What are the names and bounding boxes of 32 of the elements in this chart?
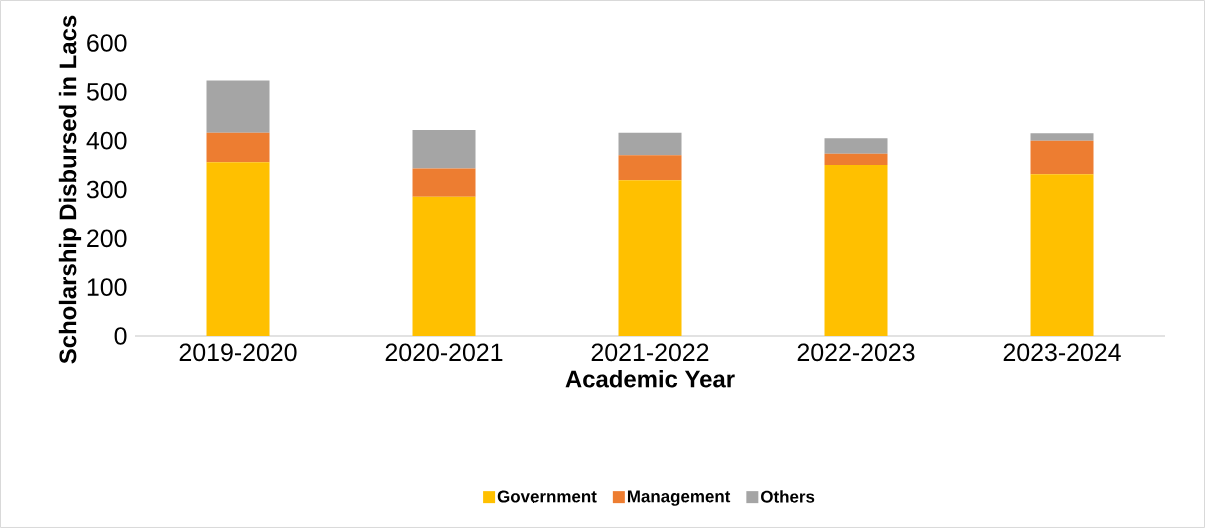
bar <box>1030 140 1094 175</box>
x-tick-label: 2019-2020 <box>179 343 297 362</box>
y-tick-label: 500 <box>86 83 127 101</box>
y-tick-label: 300 <box>86 180 127 199</box>
bar <box>412 196 476 336</box>
bar <box>206 80 270 133</box>
bar <box>824 165 888 336</box>
x-tick-label: 2021-2022 <box>591 343 709 362</box>
legend-label: Others <box>761 490 815 503</box>
bar <box>618 180 682 336</box>
bar <box>618 132 682 156</box>
legend-label: Government <box>497 490 597 503</box>
y-tick-label: 100 <box>87 278 127 296</box>
bar <box>618 155 682 181</box>
x-axis-title: Academic Year <box>565 369 735 388</box>
bar <box>412 168 476 197</box>
y-tick-label: 200 <box>87 229 127 248</box>
bar <box>412 129 476 169</box>
bar <box>1030 133 1094 141</box>
y-tick-label: 0 <box>114 327 127 345</box>
x-tick-label: 2023-2024 <box>1003 343 1121 362</box>
bar <box>824 138 888 154</box>
bar <box>206 162 270 336</box>
bar <box>206 132 270 163</box>
y-axis-title: Scholarship Disbursed in Lacs <box>58 15 82 364</box>
legend-label: Management <box>627 490 731 506</box>
x-tick-label: 2022-2023 <box>797 343 915 362</box>
y-tick-label: 400 <box>86 131 127 150</box>
x-tick-label: 2020-2021 <box>385 343 503 362</box>
bar <box>1030 174 1094 336</box>
bar <box>824 153 888 166</box>
y-tick-label: 600 <box>87 34 127 52</box>
